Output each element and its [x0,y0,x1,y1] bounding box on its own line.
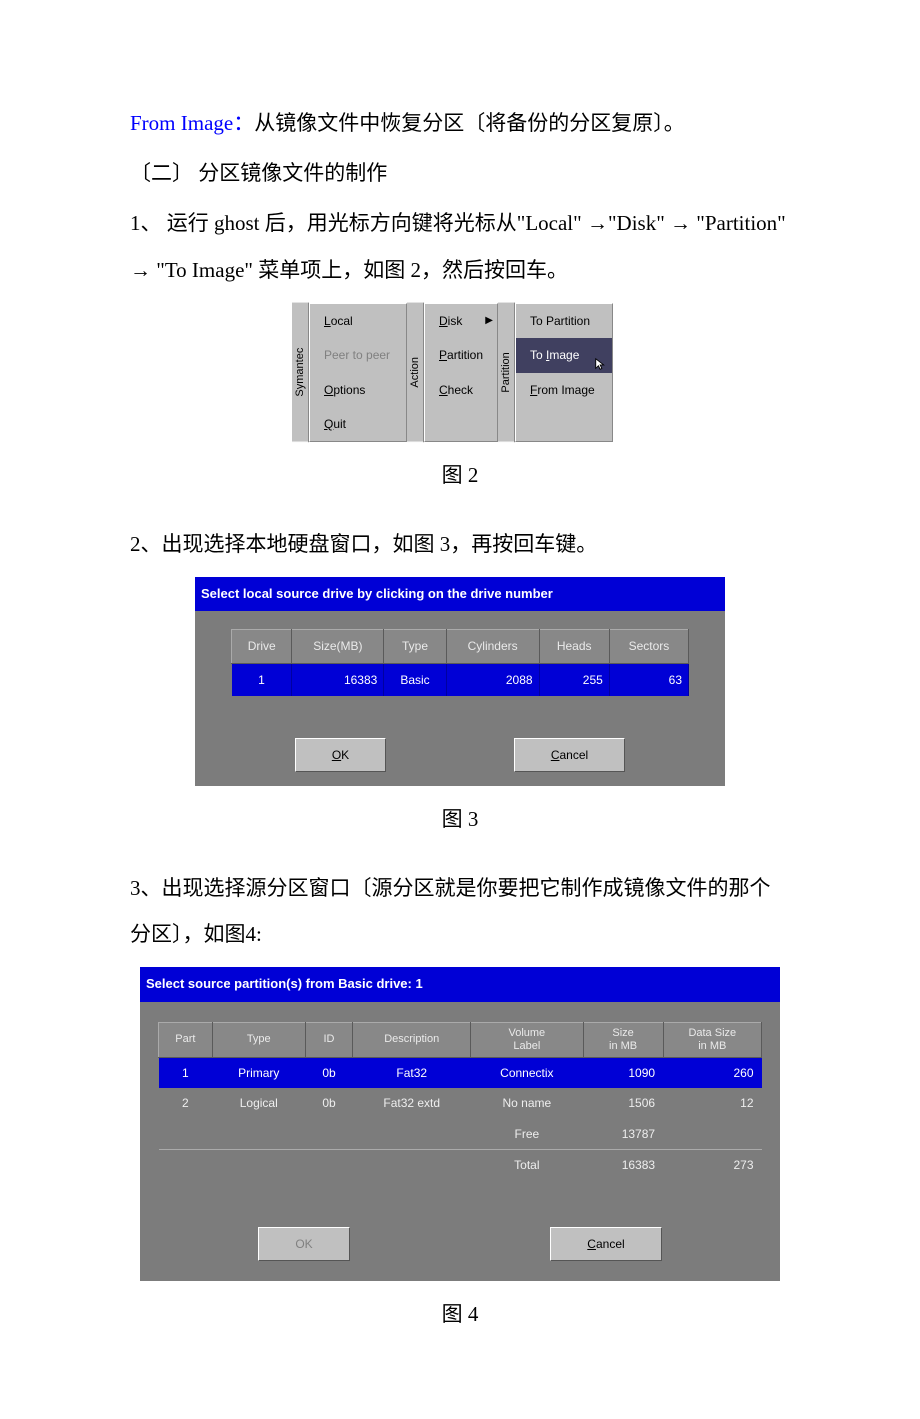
cell: 0b [305,1088,353,1118]
fig3-body: Drive Size(MB) Type Cylinders Heads Sect… [195,611,725,786]
th-heads: Heads [539,630,609,663]
th-datamb: Data Sizein MB [663,1022,761,1057]
th-desc: Description [353,1022,471,1057]
step-2: 2、出现选择本地硬盘窗口，如图 3，再按回车键。 [130,521,790,567]
menu-quit[interactable]: Quit [310,407,406,441]
figure-2-ghost-menu: Symantec LLocalocal Peer to peer Options… [292,303,628,443]
total-size: 16383 [583,1150,663,1181]
menu-disk[interactable]: Disk ▶ [425,304,497,338]
cell: 12 [663,1088,761,1118]
th-type: Type [384,630,446,663]
cell: 1 [159,1057,213,1088]
caption-fig2: 图 2 [130,452,790,498]
th-sect: Sectors [609,630,688,663]
th-sizemb: Sizein MB [583,1022,663,1057]
menu-check[interactable]: Check [425,373,497,407]
figure-3-drive-select: Select local source drive by clicking on… [195,577,725,787]
free-label: Free [471,1119,583,1150]
table-header-row: Drive Size(MB) Type Cylinders Heads Sect… [232,630,689,663]
cell: Fat32 [353,1057,471,1088]
menu-peer: Peer to peer [310,338,406,372]
menu-col-2: Disk ▶ Partition Check [424,303,498,443]
ok-button: OK [258,1227,349,1261]
th-size: Size(MB) [292,630,384,663]
cancel-button[interactable]: Cancel [514,738,625,772]
fig3-titlebar: Select local source drive by clicking on… [195,577,725,612]
drive-table: Drive Size(MB) Type Cylinders Heads Sect… [231,629,689,696]
menu-options[interactable]: Options [310,373,406,407]
cell: Fat32 extd [353,1088,471,1118]
step-1: 1、 运行 ghost 后，用光标方向键将光标从"Local" →"Disk" … [130,200,790,292]
total-data: 273 [663,1150,761,1181]
from-image-line: From Image：从镜像文件中恢复分区〔将备份的分区复原〕。 [130,100,790,146]
cell: Logical [212,1088,305,1118]
fig3-buttons: OK Cancel [231,738,689,772]
partition-row-1[interactable]: 1 Primary 0b Fat32 Connectix 1090 260 [159,1057,762,1088]
cell-type: Basic [384,663,446,696]
fig4-buttons: OK Cancel [158,1227,762,1261]
free-size: 13787 [583,1119,663,1150]
from-image-desc: 从镜像文件中恢复分区〔将备份的分区复原〕。 [254,111,685,135]
cell-drive: 1 [232,663,292,696]
cell: No name [471,1088,583,1118]
th-label: VolumeLabel [471,1022,583,1057]
figure-4-partition-select: Select source partition(s) from Basic dr… [140,967,780,1281]
fig4-body: Part Type ID Description VolumeLabel Siz… [140,1002,780,1281]
partition-row-2[interactable]: 2 Logical 0b Fat32 extd No name 1506 12 [159,1088,762,1118]
partition-table: Part Type ID Description VolumeLabel Siz… [158,1022,762,1181]
vtab-symantec: Symantec [292,303,309,443]
cell: 2 [159,1088,213,1118]
menu-local[interactable]: LLocalocal [310,304,406,338]
total-row: Total 16383 273 [159,1150,762,1181]
cell-size: 16383 [292,663,384,696]
cell: 1506 [583,1088,663,1118]
free-row: Free 13787 [159,1119,762,1150]
cursor-icon [594,357,608,371]
cell: 260 [663,1057,761,1088]
cell: 0b [305,1057,353,1088]
caption-fig4: 图 4 [130,1291,790,1337]
vtab-partition: Partition [498,303,515,443]
from-image-label: From Image： [130,111,254,135]
menu-to-image[interactable]: To Image [516,338,612,372]
chevron-right-icon: ▶ [485,310,493,332]
menu-col-3: To Partition To Image From Image [515,303,613,443]
th-cyl: Cylinders [446,630,539,663]
drive-row[interactable]: 1 16383 Basic 2088 255 63 [232,663,689,696]
th-part: Part [159,1022,213,1057]
th-type: Type [212,1022,305,1057]
cell: Primary [212,1057,305,1088]
caption-fig3: 图 3 [130,796,790,842]
cell-cyl: 2088 [446,663,539,696]
th-drive: Drive [232,630,292,663]
cell-sect: 63 [609,663,688,696]
section-title: 〔二〕 分区镜像文件的制作 [130,150,790,196]
cell: Connectix [471,1057,583,1088]
total-label: Total [471,1150,583,1181]
th-id: ID [305,1022,353,1057]
menu-partition[interactable]: Partition [425,338,497,372]
menu-col-1: LLocalocal Peer to peer Options Quit [309,303,407,443]
ok-button[interactable]: OK [295,738,386,772]
vtab-action: Action [407,303,424,443]
step-3: 3、出现选择源分区窗口〔源分区就是你要把它制作成镜像文件的那个分区〕，如图4: [130,865,790,957]
cell-heads: 255 [539,663,609,696]
menu-to-partition[interactable]: To Partition [516,304,612,338]
table-header-row: Part Type ID Description VolumeLabel Siz… [159,1022,762,1057]
fig4-titlebar: Select source partition(s) from Basic dr… [140,967,780,1002]
cancel-button[interactable]: Cancel [550,1227,661,1261]
menu-from-image[interactable]: From Image [516,373,612,407]
cell: 1090 [583,1057,663,1088]
